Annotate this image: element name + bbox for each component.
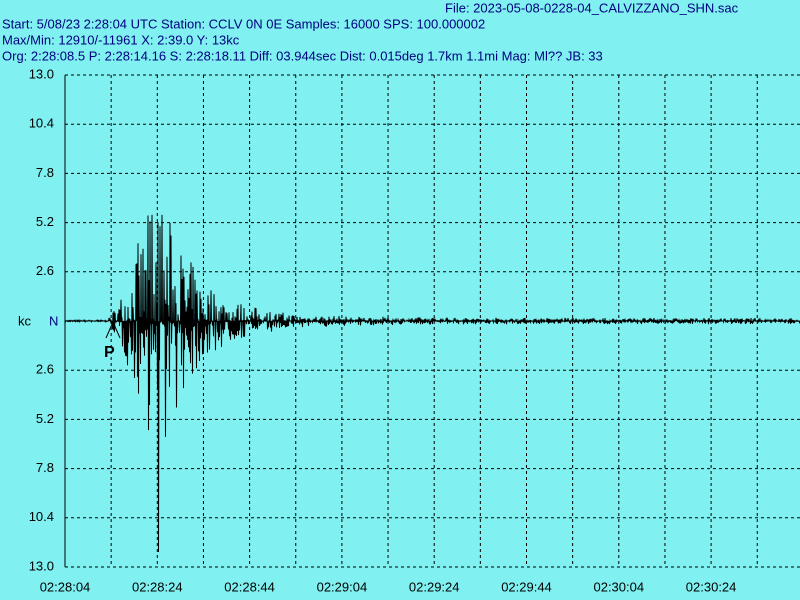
header-line: Max/Min: 12910/-11961 X: 2:39.0 Y: 13kc — [2, 32, 240, 47]
x-tick-label: 02:29:24 — [409, 579, 460, 594]
y-tick-label: 13.0 — [29, 66, 54, 81]
y-tick-label: 2.6 — [36, 362, 54, 377]
x-tick-label: 02:29:04 — [317, 579, 368, 594]
y-tick-label: 10.4 — [29, 509, 54, 524]
y-tick-label: 13.0 — [29, 558, 54, 573]
file-name: File: 2023-05-08-0228-04_CALVIZZANO_SHN.… — [445, 0, 739, 15]
y-tick-label: 7.8 — [36, 165, 54, 180]
x-tick-label: 02:28:24 — [132, 579, 183, 594]
x-tick-label: 02:30:24 — [686, 579, 737, 594]
y-tick-label: 10.4 — [29, 116, 54, 131]
y-unit: kc — [18, 313, 32, 328]
x-tick-label: 02:28:04 — [40, 579, 91, 594]
y-tick-label: 2.6 — [36, 263, 54, 278]
header-line: Start: 5/08/23 2:28:04 UTC Station: CCLV… — [2, 16, 485, 31]
x-tick-label: 02:28:44 — [224, 579, 275, 594]
y-tick-label: 5.2 — [36, 214, 54, 229]
header-line: Org: 2:28:08.5 P: 2:28:14.16 S: 2:28:18.… — [2, 48, 603, 63]
x-tick-label: 02:29:44 — [501, 579, 552, 594]
waveform — [64, 214, 800, 553]
axis-labels: 13.0 10.4 7.8 5.2 2.6 2.6 5.2 7.8 10.4 13.0 02:28:… — [29, 66, 737, 594]
center-label: N — [49, 313, 58, 328]
y-tick-label: 5.2 — [36, 411, 54, 426]
y-tick-label: 7.8 — [36, 460, 54, 475]
x-tick-label: 02:30:04 — [593, 579, 644, 594]
p-marker: P — [104, 344, 115, 361]
